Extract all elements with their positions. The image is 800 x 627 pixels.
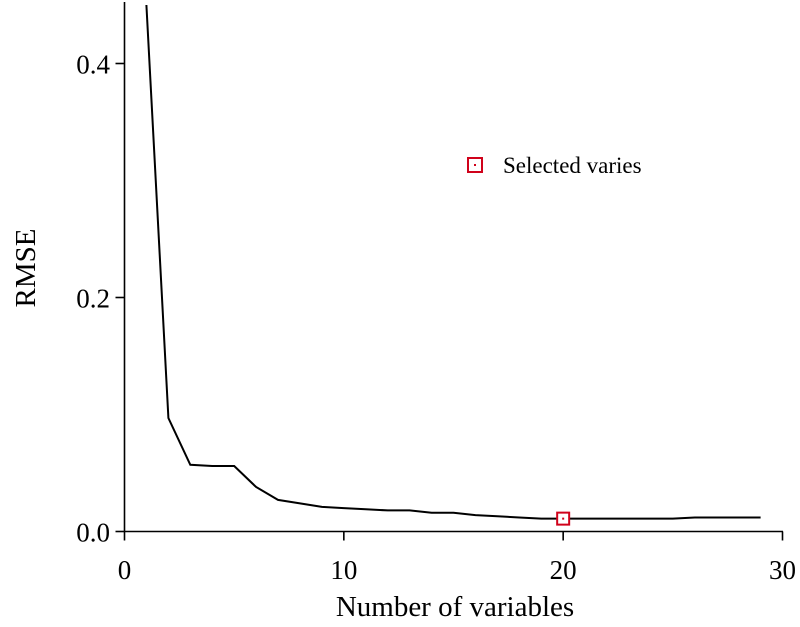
x-tick-label: 20: [550, 555, 577, 585]
x-tick-label: 30: [769, 555, 796, 585]
y-ticks: 0.0 0.2 0.4: [76, 50, 125, 548]
x-tick-label: 0: [118, 555, 132, 585]
legend-marker-selected: [467, 157, 483, 173]
x-ticks: 0 10 20 30: [118, 531, 796, 585]
legend-label-selected: Selected varies: [503, 153, 642, 178]
series-line: [145, 4, 761, 520]
y-tick-label: 0.0: [76, 518, 110, 548]
x-axis-title: Number of variables: [336, 591, 574, 623]
y-tick-label: 0.4: [76, 50, 110, 80]
y-tick-label: 0.2: [76, 284, 110, 314]
legend: Selected varies: [467, 153, 642, 178]
x-tick-label: 10: [330, 555, 357, 585]
y-axis-title: RMSE: [10, 229, 42, 308]
axes: [123, 2, 783, 533]
selected-marker-dot: [562, 517, 565, 520]
plot-area: [145, 4, 761, 526]
legend-marker-dot: [474, 164, 476, 166]
